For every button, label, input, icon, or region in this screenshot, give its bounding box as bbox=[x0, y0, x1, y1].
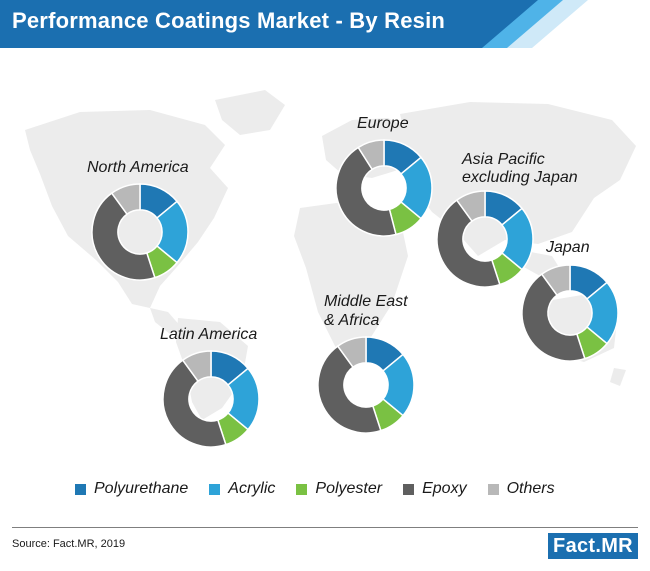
legend-item-epoxy: Epoxy bbox=[403, 480, 467, 498]
donut-japan bbox=[521, 264, 619, 362]
slice-asia-pacific-excluding-japan-others bbox=[455, 190, 486, 223]
slice-north-america-others bbox=[110, 183, 141, 216]
slice-latin-america-epoxy bbox=[162, 359, 227, 448]
legend-swatch-acrylic bbox=[209, 483, 221, 495]
legend-swatch-others bbox=[487, 483, 499, 495]
legend-label-acrylic: Acrylic bbox=[228, 480, 276, 497]
slice-middle-east-and-africa-epoxy bbox=[317, 345, 382, 434]
legend-swatch-polyurethane bbox=[75, 483, 86, 495]
map-africa bbox=[294, 200, 408, 352]
slice-asia-pacific-excluding-japan-epoxy bbox=[436, 199, 501, 288]
legend-item-polyurethane: Polyurethane bbox=[75, 480, 188, 498]
donut-europe bbox=[335, 139, 433, 237]
legend-item-polyester: Polyester bbox=[296, 480, 382, 498]
donut-north-america bbox=[91, 183, 189, 281]
donut-middle-east-and-africa bbox=[317, 336, 415, 434]
map-greenland bbox=[215, 90, 285, 135]
header-banner: Performance Coatings Market - By Resin bbox=[0, 0, 650, 48]
legend-swatch-epoxy bbox=[403, 483, 415, 495]
slice-japan-others bbox=[540, 264, 571, 297]
legend-label-epoxy: Epoxy bbox=[422, 480, 467, 497]
region-label-asia-pacific-line-2: excluding Japan bbox=[462, 169, 578, 186]
donut-latin-america bbox=[162, 350, 260, 448]
legend-label-polyurethane: Polyurethane bbox=[94, 480, 189, 497]
chart-title: Performance Coatings Market - By Resin bbox=[12, 8, 446, 33]
region-label-japan: Japan bbox=[546, 239, 590, 256]
slice-latin-america-others bbox=[181, 350, 212, 383]
legend-label-others: Others bbox=[506, 480, 555, 497]
map-new-zealand bbox=[610, 368, 626, 386]
region-label-middle-east-line-1: Middle East bbox=[324, 293, 408, 310]
legend-item-acrylic: Acrylic bbox=[209, 480, 275, 498]
legend-label-polyester: Polyester bbox=[315, 480, 383, 497]
region-label-europe: Europe bbox=[357, 115, 409, 132]
region-label-north-america: North America bbox=[87, 159, 189, 176]
legend-swatch-polyester bbox=[296, 483, 308, 495]
source-note: Source: Fact.MR, 2019 bbox=[12, 538, 126, 550]
map-central-america bbox=[150, 308, 182, 334]
legend: Polyurethane Acrylic Polyester Epoxy Oth… bbox=[75, 478, 576, 500]
slice-japan-epoxy bbox=[521, 273, 586, 362]
slice-middle-east-and-africa-others bbox=[336, 336, 367, 369]
region-label-latin-america: Latin America bbox=[160, 326, 258, 343]
region-label-asia-pacific-line-1: Asia Pacific bbox=[462, 151, 545, 168]
slice-europe-others bbox=[357, 139, 385, 171]
legend-item-others: Others bbox=[487, 480, 555, 498]
footer-divider bbox=[12, 527, 638, 528]
slice-north-america-epoxy bbox=[91, 192, 156, 281]
region-label-middle-east-line-2: & Africa bbox=[324, 312, 380, 329]
donut-asia-pacific-excluding-japan bbox=[436, 190, 534, 288]
factmr-logo: Fact.MR bbox=[548, 533, 638, 559]
slice-europe-epoxy bbox=[335, 146, 397, 237]
header-shape bbox=[0, 0, 588, 48]
